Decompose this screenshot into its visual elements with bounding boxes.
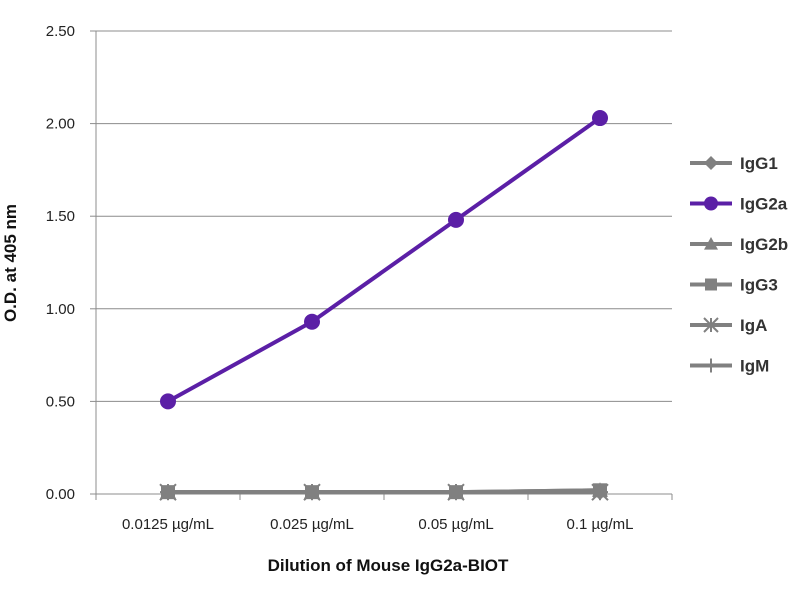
legend-label: IgM — [740, 357, 769, 376]
data-point-igg2a — [160, 393, 176, 410]
x-tick-label: 0.05 µg/mL — [418, 516, 493, 533]
legend-item-igm: IgM — [690, 357, 769, 376]
legend-label: IgG2b — [740, 235, 788, 254]
data-point-igm — [592, 484, 608, 501]
legend-marker-igm — [704, 358, 718, 373]
legend-marker-igg3 — [705, 278, 717, 291]
data-point-igg2a — [592, 110, 608, 127]
x-tick-label: 0.025 µg/mL — [270, 516, 354, 533]
x-tick-label: 0.0125 µg/mL — [122, 516, 214, 533]
legend-item-igg3: IgG3 — [690, 276, 778, 295]
y-tick-label: 0.00 — [46, 486, 75, 503]
legend-item-iga: IgA — [690, 316, 767, 335]
data-point-igm — [160, 484, 176, 501]
legend-label: IgG2a — [740, 195, 788, 214]
legend-marker-igg2b — [704, 237, 718, 250]
data-point-igm — [448, 484, 464, 501]
legend-marker-igg2a — [704, 196, 718, 211]
x-tick-label: 0.1 µg/mL — [566, 516, 633, 533]
legend-label: IgA — [740, 316, 767, 335]
y-tick-label: 0.50 — [46, 393, 75, 410]
y-tick-label: 1.00 — [46, 301, 75, 318]
axis-layer: 0.00 0.50 1.00 1.50 2.00 2.50 0.0125 µg/mL 0.02… — [46, 23, 673, 533]
grid-layer — [96, 30, 672, 495]
data-point-igg2a — [448, 211, 464, 228]
y-tick-label: 2.00 — [46, 116, 75, 133]
legend-label: IgG1 — [740, 154, 778, 173]
legend-item-igg2b: IgG2b — [690, 235, 788, 254]
y-tick-label: 1.50 — [46, 208, 75, 225]
legend-item-igg1: IgG1 — [690, 154, 778, 173]
series-line-igg2a — [167, 116, 602, 404]
series-igm — [160, 484, 608, 501]
legend-item-igg2a: IgG2a — [690, 195, 788, 214]
x-axis-title: Dilution of Mouse IgG2a-BIOT — [268, 556, 509, 575]
legend: IgG1 IgG2a IgG2b IgG3 IgA IgM — [690, 154, 788, 376]
legend-label: IgG3 — [740, 276, 778, 295]
data-point-igg2a — [304, 313, 320, 330]
legend-marker-igg1 — [704, 156, 718, 170]
series-igg2a — [160, 110, 608, 410]
y-axis-title: O.D. at 405 nm — [1, 204, 20, 322]
data-point-igm — [304, 484, 320, 501]
y-tick-label: 2.50 — [46, 23, 75, 40]
legend-marker-iga — [703, 317, 719, 333]
series-layer — [159, 110, 609, 501]
